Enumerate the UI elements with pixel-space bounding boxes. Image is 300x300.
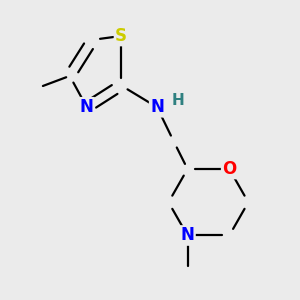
Text: N: N [80, 98, 94, 116]
Text: N: N [181, 226, 194, 244]
Text: S: S [115, 27, 127, 45]
Text: H: H [172, 93, 184, 108]
Text: O: O [222, 160, 236, 178]
Text: N: N [150, 98, 164, 116]
